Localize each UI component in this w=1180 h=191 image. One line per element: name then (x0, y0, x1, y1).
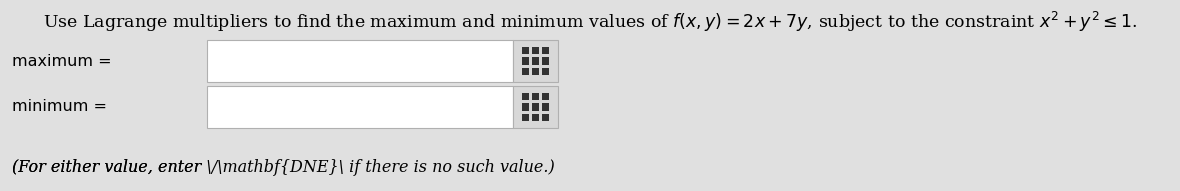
FancyBboxPatch shape (523, 68, 530, 75)
FancyBboxPatch shape (206, 40, 513, 82)
Text: (For either value, enter \/\mathbf{DNE}\ if there is no such value.): (For either value, enter \/\mathbf{DNE}\… (12, 159, 555, 176)
Text: Use Lagrange multipliers to find the maximum and minimum values of $f(x, y) = 2x: Use Lagrange multipliers to find the max… (42, 10, 1138, 34)
FancyBboxPatch shape (542, 103, 549, 111)
FancyBboxPatch shape (542, 57, 549, 65)
FancyBboxPatch shape (513, 40, 558, 82)
FancyBboxPatch shape (542, 47, 549, 54)
FancyBboxPatch shape (523, 47, 530, 54)
FancyBboxPatch shape (532, 68, 539, 75)
Text: (For either value, enter: (For either value, enter (12, 159, 206, 176)
FancyBboxPatch shape (532, 57, 539, 65)
Text: maximum =: maximum = (12, 54, 111, 69)
FancyBboxPatch shape (532, 47, 539, 54)
Text: minimum =: minimum = (12, 100, 107, 114)
FancyBboxPatch shape (523, 93, 530, 100)
FancyBboxPatch shape (523, 114, 530, 121)
FancyBboxPatch shape (532, 93, 539, 100)
FancyBboxPatch shape (532, 114, 539, 121)
FancyBboxPatch shape (542, 114, 549, 121)
FancyBboxPatch shape (523, 103, 530, 111)
FancyBboxPatch shape (513, 86, 558, 128)
FancyBboxPatch shape (542, 93, 549, 100)
FancyBboxPatch shape (532, 103, 539, 111)
FancyBboxPatch shape (542, 68, 549, 75)
FancyBboxPatch shape (523, 57, 530, 65)
FancyBboxPatch shape (206, 86, 513, 128)
